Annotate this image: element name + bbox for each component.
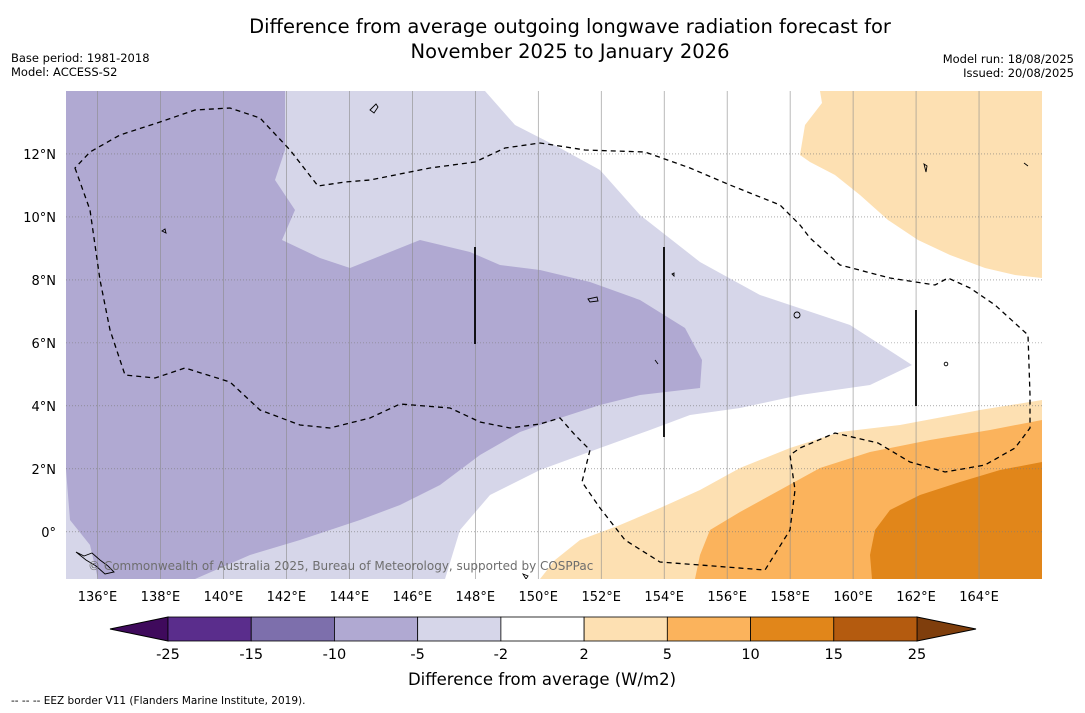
colorbar-tick-label: -25 [156, 647, 180, 663]
colorbar-swatch [500, 616, 585, 642]
lon-tick-label: 144°E [330, 590, 370, 605]
lat-tick-label: 0° [41, 526, 56, 541]
colorbar-tick-label: 2 [579, 647, 588, 663]
colorbar-swatch [833, 616, 918, 642]
colorbar-over-arrow [916, 616, 977, 642]
colorbar-tick-label: 15 [825, 647, 843, 663]
meta-left: Base period: 1981-2018 Model: ACCESS-S2 [11, 51, 150, 79]
island-kosrae [943, 361, 949, 367]
model-run-text: Model run: 18/08/2025 [942, 52, 1074, 66]
lon-tick-label: 150°E [518, 590, 558, 605]
base-period-text: Base period: 1981-2018 [11, 51, 150, 65]
island-small-2 [923, 162, 928, 173]
model-text: Model: ACCESS-S2 [11, 65, 118, 79]
lon-tick-label: 140°E [204, 590, 244, 605]
region-medium-purple [66, 91, 702, 579]
lon-tick-label: 158°E [770, 590, 810, 605]
colorbar-tick-label: -5 [410, 647, 424, 663]
lat-tick-label: 2°N [32, 463, 57, 478]
colorbar-tick-label: -2 [494, 647, 508, 663]
lon-tick-label: 146°E [393, 590, 433, 605]
lat-tick-label: 6°N [32, 337, 57, 352]
colorbar-tick-label: 25 [908, 647, 926, 663]
lat-tick-label: 8°N [32, 274, 57, 289]
lon-tick-label: 138°E [141, 590, 181, 605]
eez-border-west [74, 107, 1031, 571]
colorbar: -25 -15 -10 -5 -2 2 5 10 15 25 [109, 616, 977, 663]
meta-right: Model run: 18/08/2025 Issued: 20/08/2025 [943, 52, 1074, 80]
lat-tick-label: 12°N [23, 148, 56, 163]
lon-tick-label: 160°E [833, 590, 873, 605]
lon-tick-label: 156°E [707, 590, 747, 605]
island-pacific-group [75, 551, 115, 575]
copyright-text: © Commonwealth of Australia 2025, Bureau… [88, 559, 593, 573]
lon-tick-label: 164°E [959, 590, 999, 605]
colorbar-swatch [666, 616, 751, 642]
colorbar-tick-label: 10 [741, 647, 759, 663]
eez-borders [74, 107, 1031, 571]
region-dark-orange [870, 462, 1042, 579]
map-title-line1: Difference from average outgoing longwav… [249, 15, 891, 38]
island-pohnpei [793, 311, 801, 319]
islands [75, 103, 1029, 579]
olr-anomaly-fill [66, 91, 1042, 579]
island-yap [161, 228, 167, 234]
colorbar-under-arrow [109, 616, 169, 642]
gridlines [66, 91, 1042, 579]
colorbar-title: Difference from average (W/m2) [408, 670, 676, 689]
colorbar-swatch [750, 616, 835, 642]
colorbar-swatch [583, 616, 668, 642]
colorbar-tick-label: -15 [239, 647, 263, 663]
colorbar-tick-label: 5 [663, 647, 672, 663]
map-title: Difference from average outgoing longwav… [170, 14, 970, 64]
lat-tick-label: 10°N [23, 211, 56, 226]
lon-tick-label: 136°E [78, 590, 118, 605]
island-guam [369, 103, 379, 114]
colorbar-swatch [334, 616, 419, 642]
island-small-4 [654, 359, 659, 365]
island-small-3 [1023, 162, 1029, 167]
colorbar-swatch [167, 616, 252, 642]
eez-separator-lines [474, 247, 917, 437]
island-small-5 [521, 573, 529, 579]
lon-tick-label: 162°E [896, 590, 936, 605]
island-chuuk [587, 296, 599, 303]
eez-footnote: -- -- -- EEZ border V11 (Flanders Marine… [11, 695, 306, 707]
lat-tick-label: 4°N [32, 400, 57, 415]
axis-labels: 136°E 138°E 140°E 142°E 144°E 146°E 148°E 150°E… [23, 148, 999, 605]
colorbar-swatch [417, 616, 502, 642]
lon-tick-label: 152°E [581, 590, 621, 605]
island-small-1 [671, 272, 675, 278]
lon-tick-label: 142°E [267, 590, 307, 605]
map-panel: © Commonwealth of Australia 2025, Bureau… [66, 91, 1042, 579]
issued-text: Issued: 20/08/2025 [963, 66, 1074, 80]
colorbar-swatch [250, 616, 335, 642]
lon-tick-label: 148°E [456, 590, 496, 605]
lon-tick-label: 154°E [644, 590, 684, 605]
map-title-line2: November 2025 to January 2026 [410, 40, 730, 63]
colorbar-tick-label: -10 [323, 647, 347, 663]
region-light-orange-top [800, 91, 1042, 278]
